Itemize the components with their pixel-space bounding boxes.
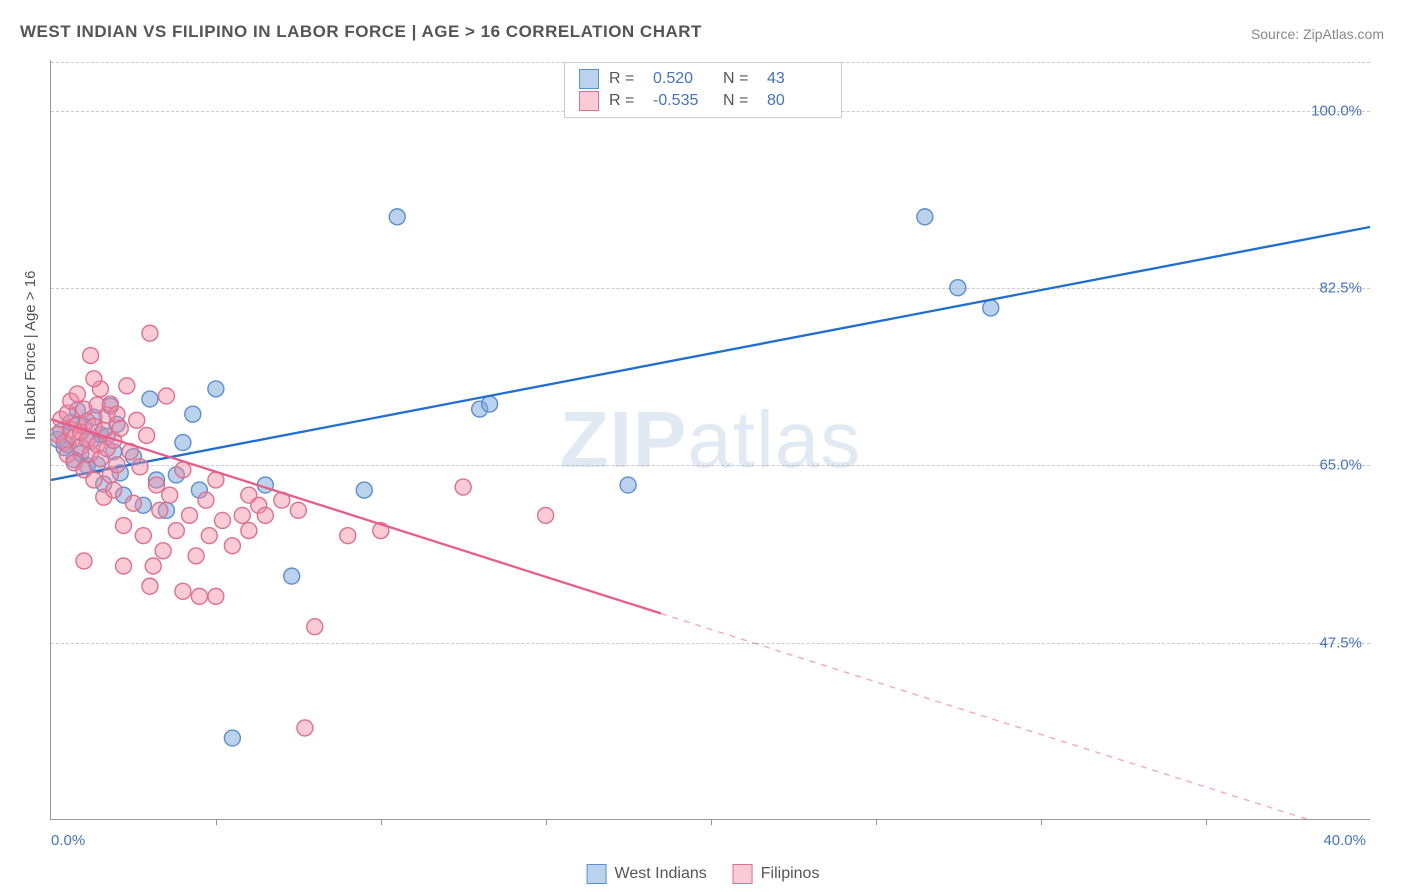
data-point: [109, 457, 125, 473]
data-point: [455, 479, 471, 495]
data-point: [175, 462, 191, 478]
scatter-plot-svg: [51, 60, 1370, 819]
data-point: [139, 427, 155, 443]
data-point: [191, 588, 207, 604]
x-tick: [711, 819, 712, 825]
data-point: [83, 348, 99, 364]
x-tick: [1041, 819, 1042, 825]
r-label: R =: [609, 70, 643, 88]
n-label: N =: [723, 70, 757, 88]
legend-row: R = -0.535 N = 80: [579, 90, 827, 112]
data-point: [149, 477, 165, 493]
data-point: [983, 300, 999, 316]
data-point: [175, 435, 191, 451]
x-tick: [216, 819, 217, 825]
source-label: Source:: [1251, 26, 1299, 42]
data-point: [86, 472, 102, 488]
data-point: [185, 406, 201, 422]
plot-area: ZIPatlas 47.5%65.0%82.5%100.0%0.0%40.0%: [50, 60, 1370, 820]
legend-label: West Indians: [615, 865, 707, 883]
r-value: -0.535: [653, 92, 713, 110]
n-value: 43: [767, 70, 827, 88]
data-point: [224, 730, 240, 746]
data-point: [129, 412, 145, 428]
data-point: [208, 381, 224, 397]
data-point: [145, 558, 161, 574]
data-point: [482, 396, 498, 412]
data-point: [109, 406, 125, 422]
data-point: [168, 523, 184, 539]
legend-swatch: [733, 864, 753, 884]
data-point: [76, 553, 92, 569]
x-tick-label: 0.0%: [51, 832, 85, 849]
correlation-legend: R = 0.520 N = 43 R = -0.535 N = 80: [564, 62, 842, 118]
data-point: [620, 477, 636, 493]
y-axis-label: In Labor Force | Age > 16: [22, 271, 39, 440]
data-point: [132, 459, 148, 475]
data-point: [135, 528, 151, 544]
data-point: [86, 371, 102, 387]
data-point: [116, 558, 132, 574]
legend-swatch: [579, 69, 599, 89]
data-point: [112, 420, 128, 436]
legend-label: Filipinos: [761, 865, 820, 883]
n-value: 80: [767, 92, 827, 110]
data-point: [182, 507, 198, 523]
data-point: [142, 578, 158, 594]
data-point: [241, 523, 257, 539]
data-point: [950, 280, 966, 296]
legend-swatch: [579, 91, 599, 111]
n-label: N =: [723, 92, 757, 110]
data-point: [142, 391, 158, 407]
data-point: [290, 502, 306, 518]
data-point: [175, 583, 191, 599]
legend-row: R = 0.520 N = 43: [579, 68, 827, 90]
data-point: [538, 507, 554, 523]
data-point: [234, 507, 250, 523]
x-tick: [876, 819, 877, 825]
data-point: [162, 487, 178, 503]
trend-line: [51, 227, 1370, 480]
data-point: [917, 209, 933, 225]
data-point: [142, 325, 158, 341]
data-point: [284, 568, 300, 584]
data-point: [340, 528, 356, 544]
data-point: [224, 538, 240, 554]
data-point: [155, 543, 171, 559]
data-point: [158, 388, 174, 404]
data-point: [201, 528, 217, 544]
data-point: [69, 386, 85, 402]
data-point: [257, 507, 273, 523]
source-attribution: Source: ZipAtlas.com: [1251, 26, 1384, 42]
data-point: [152, 502, 168, 518]
x-tick-label: 40.0%: [1323, 832, 1366, 849]
legend-item: West Indians: [587, 864, 707, 884]
x-tick: [381, 819, 382, 825]
legend-swatch: [587, 864, 607, 884]
data-point: [125, 495, 141, 511]
source-link[interactable]: ZipAtlas.com: [1303, 26, 1384, 42]
legend-item: Filipinos: [733, 864, 820, 884]
chart-title: WEST INDIAN VS FILIPINO IN LABOR FORCE |…: [20, 22, 702, 42]
data-point: [208, 588, 224, 604]
x-tick: [1206, 819, 1207, 825]
data-point: [116, 518, 132, 534]
data-point: [356, 482, 372, 498]
r-label: R =: [609, 92, 643, 110]
data-point: [106, 482, 122, 498]
chart-container: WEST INDIAN VS FILIPINO IN LABOR FORCE |…: [0, 0, 1406, 892]
x-tick: [546, 819, 547, 825]
trend-line-extrapolated: [661, 614, 1370, 819]
data-point: [214, 512, 230, 528]
r-value: 0.520: [653, 70, 713, 88]
data-point: [188, 548, 204, 564]
data-point: [307, 619, 323, 635]
data-point: [297, 720, 313, 736]
data-point: [119, 378, 135, 394]
data-point: [198, 492, 214, 508]
series-legend: West Indians Filipinos: [587, 864, 820, 884]
data-point: [389, 209, 405, 225]
